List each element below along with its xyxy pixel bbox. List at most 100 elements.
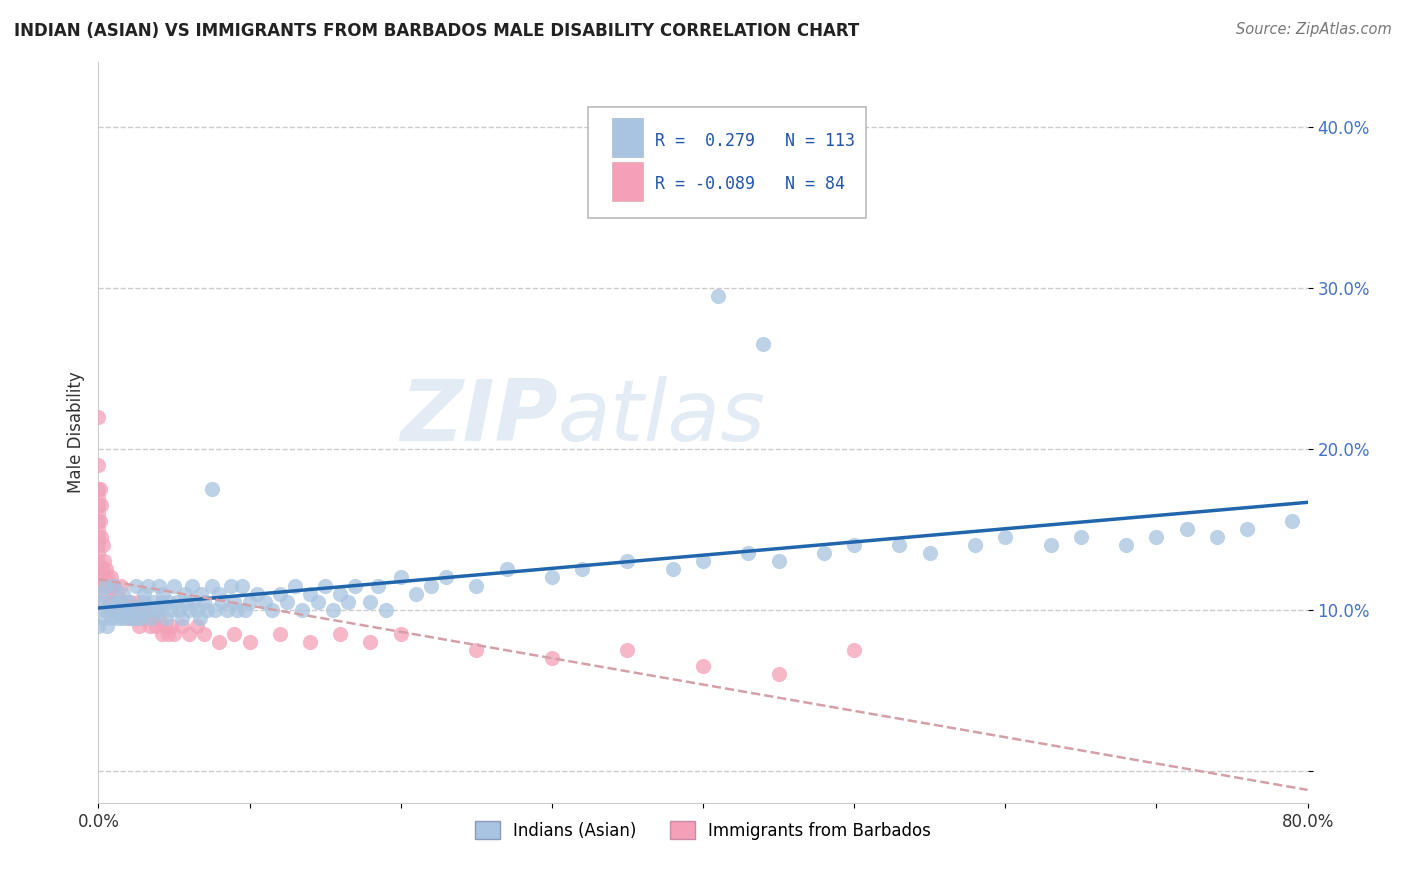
Point: [360, 635, 382, 649]
Point: [98, 602, 121, 616]
Point: [322, 602, 344, 616]
Point: [87, 458, 110, 472]
Point: [344, 578, 367, 592]
Point: [121, 602, 143, 616]
Point: [211, 594, 233, 608]
Point: [190, 586, 212, 600]
Point: [98, 594, 121, 608]
Point: [118, 610, 141, 624]
Point: [204, 602, 226, 616]
Point: [1039, 538, 1062, 552]
Point: [90, 498, 112, 512]
Point: [129, 610, 152, 624]
Point: [174, 594, 197, 608]
Point: [152, 586, 174, 600]
Text: R = -0.089   N = 84: R = -0.089 N = 84: [655, 175, 845, 193]
Point: [226, 602, 249, 616]
Point: [108, 602, 131, 616]
Point: [179, 602, 201, 616]
Point: [104, 594, 127, 608]
Point: [93, 570, 115, 584]
Point: [132, 586, 155, 600]
Point: [87, 594, 110, 608]
Point: [1236, 522, 1258, 536]
Legend: Indians (Asian), Immigrants from Barbados: Indians (Asian), Immigrants from Barbado…: [468, 814, 938, 847]
Point: [96, 586, 118, 600]
Point: [87, 538, 110, 552]
Point: [120, 594, 142, 608]
Point: [87, 594, 110, 608]
Point: [111, 594, 134, 608]
Point: [127, 594, 149, 608]
Point: [208, 586, 231, 600]
Point: [269, 627, 291, 641]
Point: [918, 546, 941, 560]
FancyBboxPatch shape: [613, 162, 643, 201]
Point: [145, 602, 167, 616]
Point: [87, 409, 110, 424]
Point: [89, 482, 111, 496]
Point: [118, 602, 141, 616]
Point: [193, 594, 215, 608]
Point: [142, 610, 165, 624]
Point: [495, 562, 517, 576]
Point: [87, 546, 110, 560]
Text: ZIP: ZIP: [401, 376, 558, 459]
Text: atlas: atlas: [558, 376, 766, 459]
Point: [150, 627, 173, 641]
Point: [101, 594, 124, 608]
Point: [692, 554, 714, 568]
Point: [101, 578, 124, 592]
Point: [142, 594, 165, 608]
Point: [148, 610, 170, 624]
Point: [186, 619, 208, 633]
Point: [94, 562, 117, 576]
Point: [153, 619, 176, 633]
Point: [93, 602, 115, 616]
Point: [420, 578, 443, 592]
Point: [167, 602, 190, 616]
Point: [434, 570, 457, 584]
Point: [389, 570, 412, 584]
Point: [465, 643, 488, 657]
Point: [405, 586, 427, 600]
Point: [193, 627, 215, 641]
Point: [291, 602, 314, 616]
Point: [299, 635, 322, 649]
Point: [269, 586, 291, 600]
Point: [90, 586, 112, 600]
Point: [173, 586, 195, 600]
Point: [107, 594, 129, 608]
Point: [201, 482, 224, 496]
Point: [224, 627, 246, 641]
Point: [571, 562, 593, 576]
Point: [1070, 530, 1092, 544]
Text: R =  0.279   N = 113: R = 0.279 N = 113: [655, 132, 855, 150]
Point: [105, 610, 128, 624]
Point: [98, 578, 121, 592]
Point: [87, 482, 110, 496]
Point: [100, 570, 122, 584]
Point: [233, 602, 256, 616]
Text: Source: ZipAtlas.com: Source: ZipAtlas.com: [1236, 22, 1392, 37]
Point: [1175, 522, 1198, 536]
Point: [889, 538, 911, 552]
Point: [125, 610, 148, 624]
Point: [148, 602, 170, 616]
FancyBboxPatch shape: [588, 107, 866, 218]
Point: [994, 530, 1017, 544]
Point: [239, 635, 262, 649]
Point: [246, 586, 269, 600]
Point: [132, 602, 155, 616]
Point: [179, 627, 201, 641]
Point: [105, 586, 128, 600]
Point: [103, 578, 125, 592]
Point: [131, 610, 153, 624]
Point: [87, 522, 110, 536]
Point: [128, 619, 150, 633]
Point: [965, 538, 987, 552]
Point: [107, 594, 129, 608]
Point: [616, 554, 638, 568]
Point: [94, 578, 117, 592]
Point: [115, 602, 138, 616]
